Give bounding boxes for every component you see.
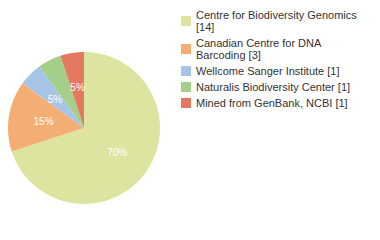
svg-text:Mined from GenBank, NCBI [1]: Mined from GenBank, NCBI [1] (196, 97, 348, 109)
svg-text:15%: 15% (33, 116, 53, 127)
svg-text:Wellcome Sanger Institute [1]: Wellcome Sanger Institute [1] (196, 65, 339, 77)
svg-text:5%: 5% (48, 94, 63, 105)
svg-text:Barcoding [3]: Barcoding [3] (196, 49, 261, 61)
svg-text:5%: 5% (70, 82, 85, 93)
svg-text:Canadian Centre for DNA: Canadian Centre for DNA (196, 37, 324, 49)
svg-text:Centre for Biodiversity Genomi: Centre for Biodiversity Genomics (196, 9, 360, 21)
svg-text:[14]: [14] (196, 21, 214, 33)
svg-text:Naturalis Biodiversity Center: Naturalis Biodiversity Center [1] (196, 81, 350, 93)
svg-text:70%: 70% (107, 147, 127, 158)
